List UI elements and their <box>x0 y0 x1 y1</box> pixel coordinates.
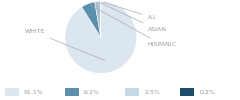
Text: 0.2%: 0.2% <box>199 90 215 94</box>
Text: 91.1%: 91.1% <box>24 90 44 94</box>
Bar <box>125 88 139 96</box>
Bar <box>5 88 19 96</box>
Text: 6.2%: 6.2% <box>84 90 100 94</box>
Text: ASIAN: ASIAN <box>100 3 167 32</box>
Text: WHITE: WHITE <box>24 30 105 61</box>
Text: A.I.: A.I. <box>103 2 158 20</box>
Wedge shape <box>95 1 101 37</box>
Wedge shape <box>65 1 137 73</box>
Wedge shape <box>82 2 101 37</box>
Text: 2.5%: 2.5% <box>144 90 160 94</box>
Bar <box>65 88 79 96</box>
Text: HISPANIC: HISPANIC <box>90 5 177 47</box>
Bar <box>180 88 194 96</box>
Wedge shape <box>100 1 101 37</box>
